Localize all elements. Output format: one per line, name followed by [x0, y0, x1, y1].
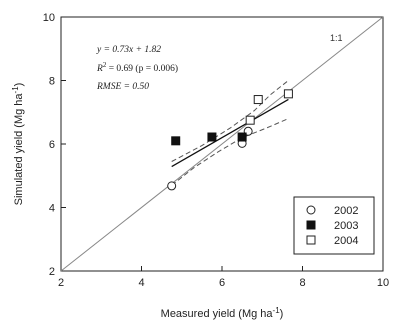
- r-squared-annotation: R2 = 0.69 (p = 0.006): [96, 61, 178, 74]
- regression-line: [171, 98, 289, 168]
- point-2004-3: [283, 89, 293, 99]
- x-tick-label-4: 4: [138, 277, 144, 289]
- regression-equation: y = 0.73x + 1.82: [96, 45, 161, 55]
- y-tick-label-8: 8: [49, 76, 55, 88]
- x-axis-title-main: Measured yield (Mg ha: [161, 308, 274, 320]
- x-axis-title: Measured yield (Mg ha-1): [161, 306, 284, 320]
- point-2003-3: [237, 132, 247, 142]
- r-squared-sup: 2: [103, 61, 107, 69]
- y-axis-title-close: ): [13, 83, 25, 87]
- legend-marker-2002: [306, 205, 316, 215]
- rmse-annotation: RMSE = 0.50: [96, 82, 149, 92]
- point-2004-2: [253, 95, 263, 105]
- one-to-one-label: 1:1: [330, 33, 343, 43]
- point-2004-1: [245, 115, 255, 125]
- legend: 2002 2003 2004: [293, 196, 375, 255]
- y-tick-label-2: 2: [49, 266, 55, 278]
- data-points: [167, 89, 293, 191]
- axis-tick-labels: 2 4 6 8 10 2 4 6 8 10: [43, 12, 389, 289]
- point-2003-2: [207, 132, 217, 142]
- one-to-one-line: [60, 16, 384, 272]
- r-squared-prefix: R: [96, 64, 103, 74]
- axis-ticks: [60, 16, 384, 272]
- legend-marker-2003: [306, 220, 316, 230]
- point-2003-1: [171, 136, 181, 146]
- confidence-band-upper: [171, 80, 289, 162]
- legend-marker-2004: [306, 235, 316, 245]
- x-axis-title-sup: -1: [273, 306, 281, 315]
- x-tick-label-2: 2: [58, 277, 64, 289]
- x-tick-label-6: 6: [219, 277, 225, 289]
- y-tick-label-6: 6: [49, 139, 55, 151]
- x-tick-label-10: 10: [377, 277, 389, 289]
- y-axis-title: Simulated yield (Mg ha-1): [11, 83, 25, 206]
- legend-label-2002: 2002: [334, 205, 358, 217]
- legend-label-2004: 2004: [334, 235, 358, 247]
- y-axis-title-sup: -1: [11, 86, 20, 94]
- x-axis-title-close: ): [280, 308, 284, 320]
- legend-label-2003: 2003: [334, 220, 358, 232]
- y-axis-title-main: Simulated yield (Mg ha: [13, 93, 25, 206]
- y-tick-label-10: 10: [43, 12, 55, 24]
- r-squared-rest: = 0.69 (p = 0.006): [106, 63, 178, 74]
- y-tick-label-4: 4: [49, 203, 55, 215]
- x-tick-label-8: 8: [299, 277, 305, 289]
- point-2002-1: [167, 181, 177, 191]
- confidence-band-lower: [171, 118, 289, 186]
